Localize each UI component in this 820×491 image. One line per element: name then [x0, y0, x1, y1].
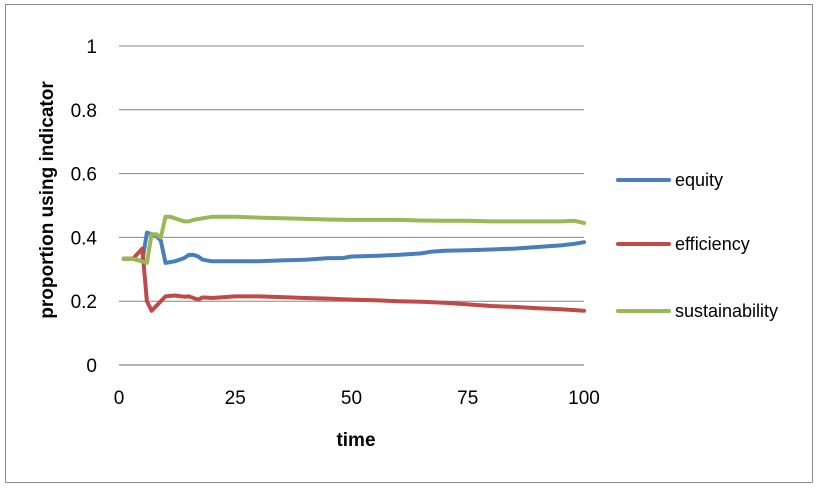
series-line-efficiency: [121, 246, 586, 313]
legend-label-efficiency: efficiency: [675, 234, 750, 254]
x-tick-label: 25: [225, 388, 246, 409]
x-tick-label: 50: [341, 388, 362, 409]
series-line-sustainability: [121, 214, 586, 265]
x-tick-label: 100: [568, 388, 600, 409]
legend-label-equity: equity: [675, 170, 723, 190]
legend-label-sustainability: sustainability: [675, 301, 778, 321]
x-axis-title: time: [336, 430, 375, 451]
y-tick-label: 0.2: [71, 292, 97, 313]
x-tick-label: 0: [114, 388, 125, 409]
y-tick-label: 0.4: [71, 228, 98, 249]
y-axis-title: proportion using indicator: [37, 81, 58, 319]
y-tick-label: 1: [86, 37, 97, 58]
y-tick-label: 0.6: [71, 165, 97, 186]
gridlines: [119, 45, 584, 302]
legend: equity efficiency sustainability: [616, 170, 778, 321]
x-tick-label: 75: [457, 388, 478, 409]
x-tick-labels: 0 25 50 75 100: [114, 388, 600, 409]
chart-frame: [5, 4, 813, 483]
y-tick-label: 0: [86, 356, 97, 377]
y-tick-label: 0.8: [71, 101, 97, 122]
series-lines: [121, 214, 586, 313]
y-tick-labels: 0 0.2 0.4 0.6 0.8 1: [71, 37, 98, 377]
